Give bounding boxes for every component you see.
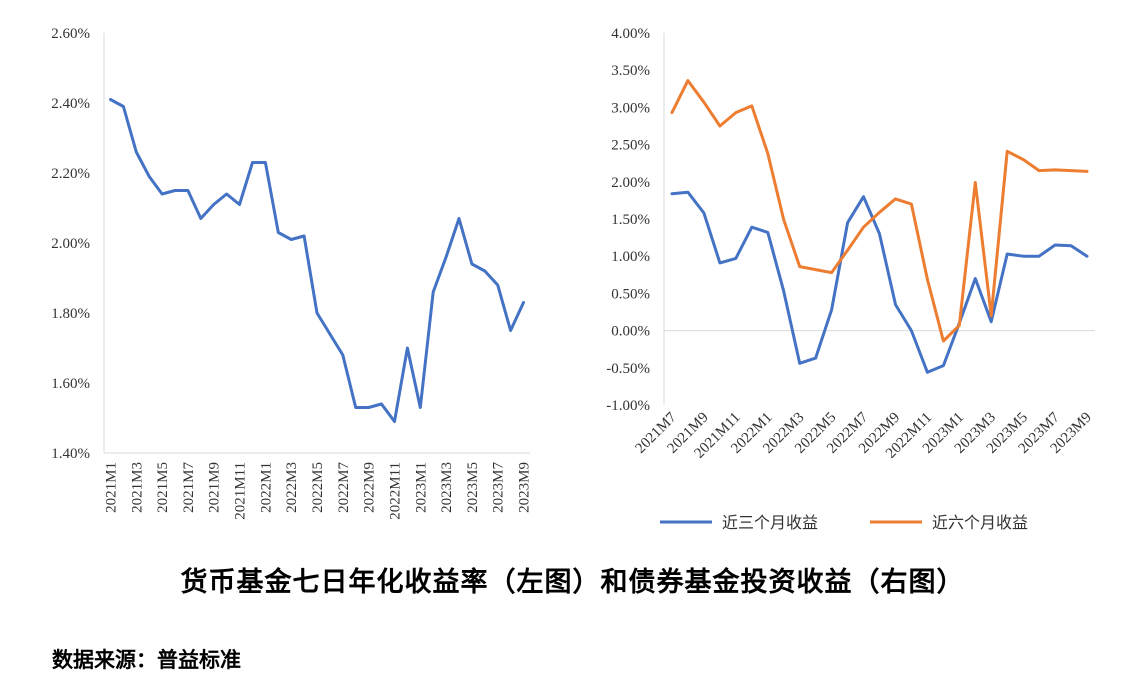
right-chart-bond-fund-returns: 4.00% 3.50% 3.00% 2.50% 2.00% 1.50% 1.00% 0.50%…: [606, 26, 1095, 462]
y-tick-label: 1.00%: [611, 249, 650, 265]
y-tick-label: 2.20%: [51, 166, 90, 182]
x-tick-label: 2022M9: [362, 462, 378, 513]
left-chart-money-fund-yield: 2.60% 2.40% 2.20% 2.00% 1.80% 1.60% 1.40% 2021M…: [51, 26, 532, 520]
x-tick-label: 2023M1: [413, 462, 429, 513]
y-tick-label: 1.80%: [51, 306, 90, 322]
series-line-1-1: [670, 79, 1089, 343]
x-tick-label: 2021M11: [233, 462, 249, 520]
y-tick-label: 2.00%: [51, 236, 90, 252]
y-tick-label: 3.00%: [611, 100, 650, 116]
x-tick-label: 2021M3: [129, 462, 145, 513]
x-tick-label: 2022M3: [284, 462, 300, 513]
data-source-note: 数据来源：普益标准: [52, 647, 241, 672]
y-tick-label: 0.50%: [611, 286, 650, 302]
y-tick-label: 2.40%: [51, 96, 90, 112]
x-tick-label: 2023M9: [517, 462, 533, 513]
x-tick-label: 2022M11: [387, 462, 403, 520]
y-tick-label: 1.60%: [51, 376, 90, 392]
series-line-1-0: [670, 190, 1089, 374]
figure-caption: 货币基金七日年化收益率（左图）和债券基金投资收益（右图）: [180, 567, 965, 598]
y-tick-label: 4.00%: [611, 26, 650, 42]
x-tick-label: 2021M7: [181, 462, 197, 513]
right-chart-legend: 近三个月收益 近六个月收益: [660, 513, 1028, 532]
y-tick-label: 2.50%: [611, 138, 650, 154]
y-tick-label: -0.50%: [606, 361, 650, 377]
series-line-0-0: [109, 98, 525, 423]
x-tick-label: 2021M5: [155, 462, 171, 513]
legend-label-0: 近三个月收益: [722, 513, 818, 532]
x-tick-label: 2021M9: [207, 462, 223, 513]
x-tick-label: 2023M5: [465, 462, 481, 513]
y-tick-label: 1.50%: [611, 212, 650, 228]
x-tick-label: 2022M1: [258, 462, 274, 513]
y-tick-label: -1.00%: [606, 398, 650, 414]
x-tick-label: 2021M1: [103, 462, 119, 513]
legend-label-1: 近六个月收益: [932, 513, 1028, 532]
x-tick-label: 2023M3: [439, 462, 455, 513]
y-tick-label: 3.50%: [611, 63, 650, 79]
x-tick-label: 2022M7: [336, 462, 352, 513]
y-tick-label: 2.00%: [611, 175, 650, 191]
y-tick-label: 0.00%: [611, 324, 650, 340]
y-tick-label: 2.60%: [51, 26, 90, 42]
x-tick-label: 2023M7: [491, 462, 507, 513]
y-tick-label: 1.40%: [51, 446, 90, 462]
x-tick-label: 2022M5: [310, 462, 326, 513]
